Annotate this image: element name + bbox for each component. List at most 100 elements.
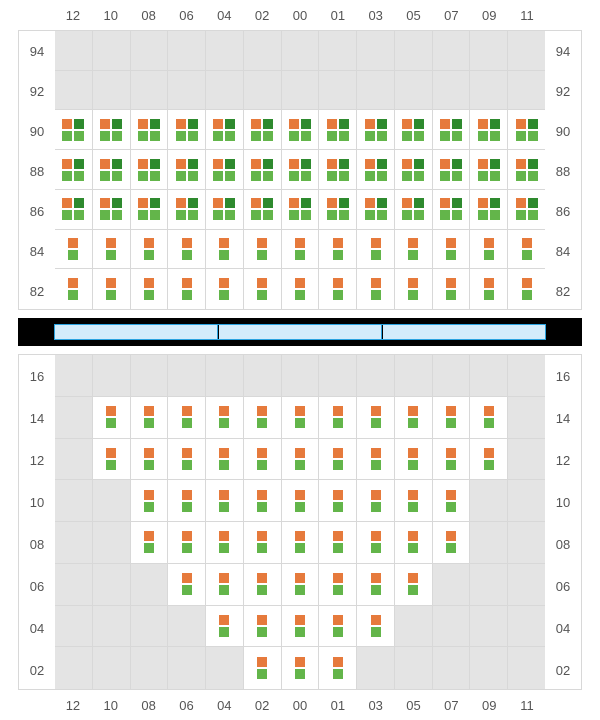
slot-cell[interactable] (395, 110, 433, 150)
slot-cell[interactable] (470, 150, 508, 190)
slot-cell[interactable] (55, 269, 93, 309)
slot-cell[interactable] (357, 564, 395, 606)
slot-cell[interactable] (357, 230, 395, 270)
slot-cell[interactable] (244, 269, 282, 309)
slot-cell[interactable] (131, 230, 169, 270)
slot-cell[interactable] (244, 439, 282, 481)
slot-cell[interactable] (131, 480, 169, 522)
slot-cell[interactable] (168, 439, 206, 481)
slot-cell[interactable] (282, 110, 320, 150)
slot-cell[interactable] (282, 269, 320, 309)
slot-cell[interactable] (395, 439, 433, 481)
slot-cell[interactable] (319, 110, 357, 150)
slot-cell[interactable] (282, 190, 320, 230)
slot-cell[interactable] (168, 397, 206, 439)
slot-cell[interactable] (55, 110, 93, 150)
slot-cell[interactable] (131, 522, 169, 564)
slot-cell[interactable] (319, 230, 357, 270)
slot-cell[interactable] (357, 480, 395, 522)
slot-cell[interactable] (55, 230, 93, 270)
slot-cell[interactable] (470, 190, 508, 230)
slot-cell[interactable] (206, 150, 244, 190)
slot-cell[interactable] (206, 439, 244, 481)
slot-cell[interactable] (206, 522, 244, 564)
slot-cell[interactable] (282, 522, 320, 564)
slot-cell[interactable] (508, 269, 545, 309)
slot-cell[interactable] (93, 150, 131, 190)
slot-cell[interactable] (395, 190, 433, 230)
slot-cell[interactable] (168, 110, 206, 150)
slot-cell[interactable] (244, 190, 282, 230)
slot-cell[interactable] (168, 269, 206, 309)
slot-cell[interactable] (168, 480, 206, 522)
slot-cell[interactable] (319, 439, 357, 481)
slot-cell[interactable] (131, 190, 169, 230)
slot-cell[interactable] (395, 522, 433, 564)
slot-cell[interactable] (244, 397, 282, 439)
slot-cell[interactable] (93, 230, 131, 270)
slot-cell[interactable] (319, 480, 357, 522)
slot-cell[interactable] (433, 397, 471, 439)
slot-cell[interactable] (282, 480, 320, 522)
slot-cell[interactable] (319, 647, 357, 689)
slot-cell[interactable] (508, 190, 545, 230)
slot-cell[interactable] (244, 522, 282, 564)
slot-cell[interactable] (357, 397, 395, 439)
slot-cell[interactable] (131, 110, 169, 150)
slot-cell[interactable] (244, 110, 282, 150)
slot-cell[interactable] (131, 439, 169, 481)
slot-cell[interactable] (357, 190, 395, 230)
slot-cell[interactable] (131, 269, 169, 309)
slot-cell[interactable] (433, 522, 471, 564)
slot-cell[interactable] (319, 522, 357, 564)
slot-cell[interactable] (282, 606, 320, 648)
slot-cell[interactable] (470, 230, 508, 270)
slot-cell[interactable] (168, 230, 206, 270)
slot-cell[interactable] (357, 150, 395, 190)
slot-cell[interactable] (357, 606, 395, 648)
slot-cell[interactable] (282, 439, 320, 481)
slot-cell[interactable] (206, 564, 244, 606)
slot-cell[interactable] (282, 397, 320, 439)
slot-cell[interactable] (433, 269, 471, 309)
slot-cell[interactable] (319, 564, 357, 606)
slot-cell[interactable] (395, 480, 433, 522)
slot-cell[interactable] (433, 150, 471, 190)
slot-cell[interactable] (244, 606, 282, 648)
slot-cell[interactable] (508, 230, 545, 270)
slot-cell[interactable] (168, 190, 206, 230)
slot-cell[interactable] (206, 606, 244, 648)
slot-cell[interactable] (206, 230, 244, 270)
slot-cell[interactable] (131, 397, 169, 439)
slot-cell[interactable] (319, 190, 357, 230)
slot-cell[interactable] (433, 230, 471, 270)
slot-cell[interactable] (93, 190, 131, 230)
slot-cell[interactable] (282, 150, 320, 190)
slot-cell[interactable] (206, 190, 244, 230)
slot-cell[interactable] (508, 150, 545, 190)
slot-cell[interactable] (433, 110, 471, 150)
slot-cell[interactable] (319, 397, 357, 439)
slot-cell[interactable] (357, 439, 395, 481)
slot-cell[interactable] (206, 269, 244, 309)
slot-cell[interactable] (282, 230, 320, 270)
slot-cell[interactable] (93, 110, 131, 150)
slot-cell[interactable] (168, 522, 206, 564)
slot-cell[interactable] (395, 150, 433, 190)
slot-cell[interactable] (206, 110, 244, 150)
slot-cell[interactable] (244, 564, 282, 606)
slot-cell[interactable] (395, 230, 433, 270)
slot-cell[interactable] (433, 480, 471, 522)
slot-cell[interactable] (357, 110, 395, 150)
slot-cell[interactable] (319, 269, 357, 309)
slot-cell[interactable] (357, 269, 395, 309)
slot-cell[interactable] (55, 190, 93, 230)
slot-cell[interactable] (93, 439, 131, 481)
slot-cell[interactable] (93, 397, 131, 439)
slot-cell[interactable] (395, 269, 433, 309)
slot-cell[interactable] (206, 480, 244, 522)
slot-cell[interactable] (168, 150, 206, 190)
slot-cell[interactable] (244, 230, 282, 270)
slot-cell[interactable] (93, 269, 131, 309)
slot-cell[interactable] (244, 150, 282, 190)
